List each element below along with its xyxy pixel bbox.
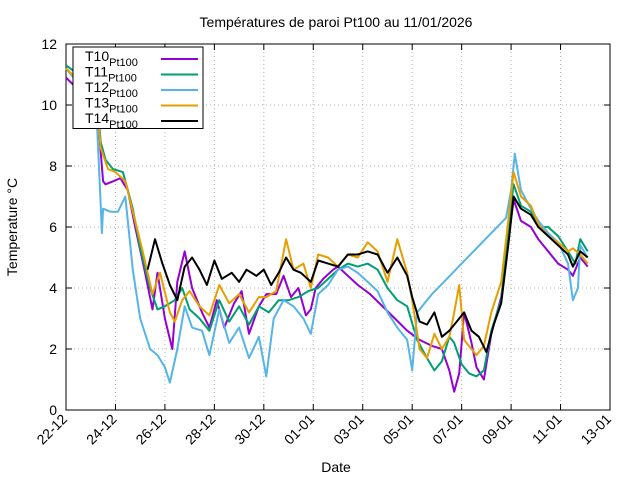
x-axis-label: Date	[321, 459, 351, 475]
y-tick-label: 8	[49, 158, 57, 174]
series-line-t12	[65, 67, 589, 384]
legend-label-t13: T13Pt100	[85, 95, 138, 116]
y-tick-label: 0	[49, 402, 57, 418]
legend-label-t10: T10Pt100	[85, 48, 138, 69]
legend-name: T13	[85, 95, 109, 111]
legend-subscript: Pt100	[109, 104, 138, 116]
legend-name: T10	[85, 48, 109, 64]
legend-box	[72, 46, 204, 129]
y-tick-label: 12	[41, 36, 57, 52]
legend-label-t14: T14Pt100	[85, 110, 138, 131]
series-group	[65, 64, 589, 393]
legend-subscript: Pt100	[109, 57, 138, 69]
legend-name: T12	[85, 79, 109, 95]
y-axis-label: Temperature °C	[4, 178, 20, 276]
y-tick-label: 4	[49, 280, 57, 296]
legend-subscript: Pt100	[109, 119, 138, 131]
y-tick-label: 10	[41, 97, 57, 113]
legend-subscript: Pt100	[109, 88, 138, 100]
chart-title: Températures de paroi Pt100 au 11/01/202…	[200, 14, 473, 30]
series-line-t14	[146, 195, 589, 354]
legend-label-t11: T11Pt100	[85, 64, 137, 85]
legend-name: T11	[85, 64, 108, 80]
legend-label-t12: T12Pt100	[85, 79, 138, 100]
y-tick-label: 6	[49, 219, 57, 235]
y-axis: 0 2 4 6 8 10 12	[41, 36, 610, 418]
legend-subscript: Pt100	[108, 73, 137, 85]
y-tick-label: 2	[49, 341, 57, 357]
legend-name: T14	[85, 110, 109, 126]
